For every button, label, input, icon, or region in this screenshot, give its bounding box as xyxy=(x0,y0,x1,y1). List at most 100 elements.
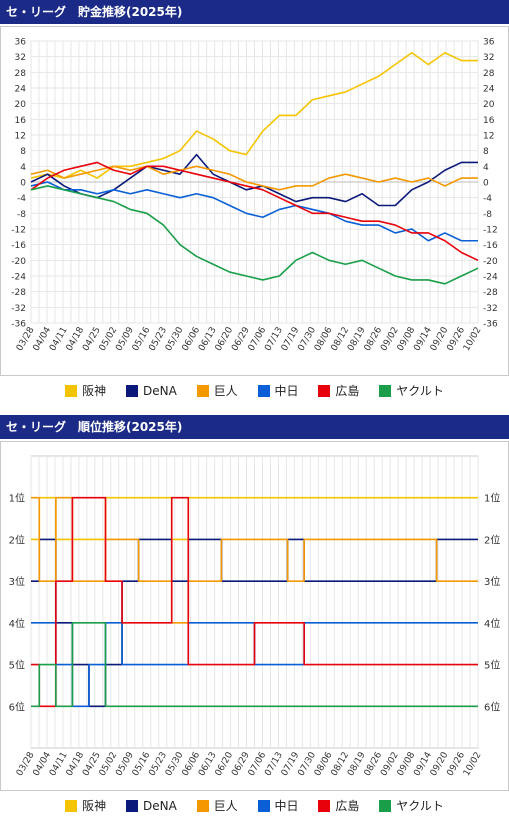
series-line xyxy=(30,51,478,179)
y-tick-label: 4位 xyxy=(9,617,25,630)
y-tick-label: -32 xyxy=(11,304,26,314)
y-tick-label: 24 xyxy=(15,85,27,95)
legend-swatch xyxy=(65,384,78,397)
y-tick-label: -16 xyxy=(11,241,26,251)
legend-item-hanshin[interactable]: 阪神 xyxy=(65,797,106,814)
y-tick-label: 0 xyxy=(20,179,26,189)
y-tick-label-right: 2位 xyxy=(484,533,500,546)
legend-label: ヤクルト xyxy=(396,799,444,813)
legend-label: 阪神 xyxy=(82,799,107,813)
y-tick-label: 3位 xyxy=(9,575,25,588)
y-tick-label-right: -20 xyxy=(483,257,498,267)
y-tick-label-right: 28 xyxy=(483,69,495,79)
y-tick-label: -4 xyxy=(17,194,26,204)
legend-swatch xyxy=(379,384,392,397)
legend-swatch xyxy=(196,384,209,397)
y-tick-label-right: 24 xyxy=(483,85,495,95)
y-tick-label: 5位 xyxy=(9,659,25,672)
series-line xyxy=(30,181,478,242)
y-tick-label: -28 xyxy=(11,288,26,298)
series-line xyxy=(31,496,478,624)
legend-item-yakult[interactable]: ヤクルト xyxy=(379,797,444,814)
legend-item-hanshin[interactable]: 阪神 xyxy=(65,382,106,399)
y-tick-label-right: -8 xyxy=(483,210,492,220)
series-line xyxy=(31,496,478,708)
balance-chart-title: セ・リーグ 貯金推移(2025年) xyxy=(0,0,509,24)
y-tick-label: 16 xyxy=(15,116,27,126)
y-tick-label: -12 xyxy=(11,226,26,236)
legend-item-kyojin[interactable]: 巨人 xyxy=(196,797,238,814)
legend-item-yakult[interactable]: ヤクルト xyxy=(379,382,444,399)
y-tick-label-right: -12 xyxy=(483,226,498,236)
y-tick-label: 32 xyxy=(15,53,26,63)
legend-swatch xyxy=(379,799,392,812)
y-tick-label: 36 xyxy=(15,38,27,48)
legend-label: DeNA xyxy=(143,383,177,398)
y-tick-label-right: 16 xyxy=(483,116,495,126)
legend-item-dena[interactable]: DeNA xyxy=(126,799,177,813)
legend-item-dena[interactable]: DeNA xyxy=(126,384,177,398)
rank-chart-panel: 1位 1位 2位 2位 3位 3位 4位 4位 5位 5位 6位 6位 03/28 04/04 04/11 0… xyxy=(0,441,509,791)
y-tick-label: 6位 xyxy=(9,700,25,713)
y-tick-label: 28 xyxy=(15,69,27,79)
balance-chart: 36 36 32 32 28 28 24 24 20 20 16 16 12 12 8 8 4 4 0 0 -4 -4 -8… xyxy=(11,38,498,353)
legend-item-hiroshima[interactable]: 広島 xyxy=(318,797,359,814)
balance-legend: 阪神 DeNA 巨人 中日 広島 ヤクルト xyxy=(0,382,509,400)
y-tick-label-right: 0 xyxy=(483,179,489,189)
legend-item-chunichi[interactable]: 中日 xyxy=(257,797,299,814)
legend-swatch xyxy=(126,799,139,812)
series-line xyxy=(30,185,479,285)
y-tick-label: -20 xyxy=(11,257,26,267)
y-tick-label: 4 xyxy=(20,163,26,173)
y-tick-label-right: 6位 xyxy=(484,700,500,713)
y-tick-label: 8 xyxy=(20,147,26,157)
legend-swatch xyxy=(257,799,270,812)
y-tick-label-right: 36 xyxy=(483,38,495,48)
legend-label: DeNA xyxy=(143,798,177,813)
y-tick-label: -24 xyxy=(11,273,26,283)
series-line xyxy=(30,165,478,191)
y-tick-label-right: 4 xyxy=(483,163,489,173)
y-tick-label: 20 xyxy=(15,100,27,110)
y-tick-label-right: -24 xyxy=(483,273,498,283)
legend-label: 広島 xyxy=(335,384,360,398)
y-tick-label-right: -36 xyxy=(483,320,498,330)
series-line xyxy=(31,622,478,708)
y-tick-label-right: 3位 xyxy=(484,575,500,588)
legend-label: 中日 xyxy=(274,384,299,398)
legend-swatch xyxy=(126,384,139,397)
legend-label: 広島 xyxy=(335,799,360,813)
legend-label: 巨人 xyxy=(213,384,238,398)
y-tick-label-right: 5位 xyxy=(484,659,500,672)
y-tick-label: -8 xyxy=(17,210,26,220)
series-line xyxy=(30,161,479,262)
y-tick-label: 1位 xyxy=(9,492,25,505)
legend-swatch xyxy=(318,384,331,397)
y-tick-label-right: -28 xyxy=(483,288,498,298)
legend-label: 中日 xyxy=(274,799,299,813)
y-tick-label: 12 xyxy=(15,132,26,142)
legend-item-kyojin[interactable]: 巨人 xyxy=(196,382,238,399)
y-tick-label-right: 12 xyxy=(483,132,494,142)
legend-label: 阪神 xyxy=(82,384,107,398)
legend-label: 巨人 xyxy=(213,799,238,813)
rank-legend: 阪神 DeNA 巨人 中日 広島 ヤクルト xyxy=(0,797,509,815)
y-tick-label-right: -32 xyxy=(483,304,498,314)
legend-swatch xyxy=(196,799,209,812)
y-tick-label-right: 1位 xyxy=(484,492,500,505)
legend-swatch xyxy=(318,799,331,812)
y-tick-label-right: 20 xyxy=(483,100,495,110)
y-tick-label-right: -16 xyxy=(483,241,498,251)
series-line xyxy=(31,622,478,708)
y-tick-label-right: 32 xyxy=(483,53,494,63)
y-tick-label: -36 xyxy=(11,320,26,330)
y-tick-label: 2位 xyxy=(9,533,25,546)
series-line xyxy=(31,496,478,541)
y-tick-label-right: -4 xyxy=(483,194,492,204)
legend-item-hiroshima[interactable]: 広島 xyxy=(318,382,359,399)
rank-chart-title: セ・リーグ 順位推移(2025年) xyxy=(0,415,509,439)
legend-item-chunichi[interactable]: 中日 xyxy=(257,382,299,399)
y-tick-label-right: 8 xyxy=(483,147,489,157)
legend-swatch xyxy=(65,799,78,812)
